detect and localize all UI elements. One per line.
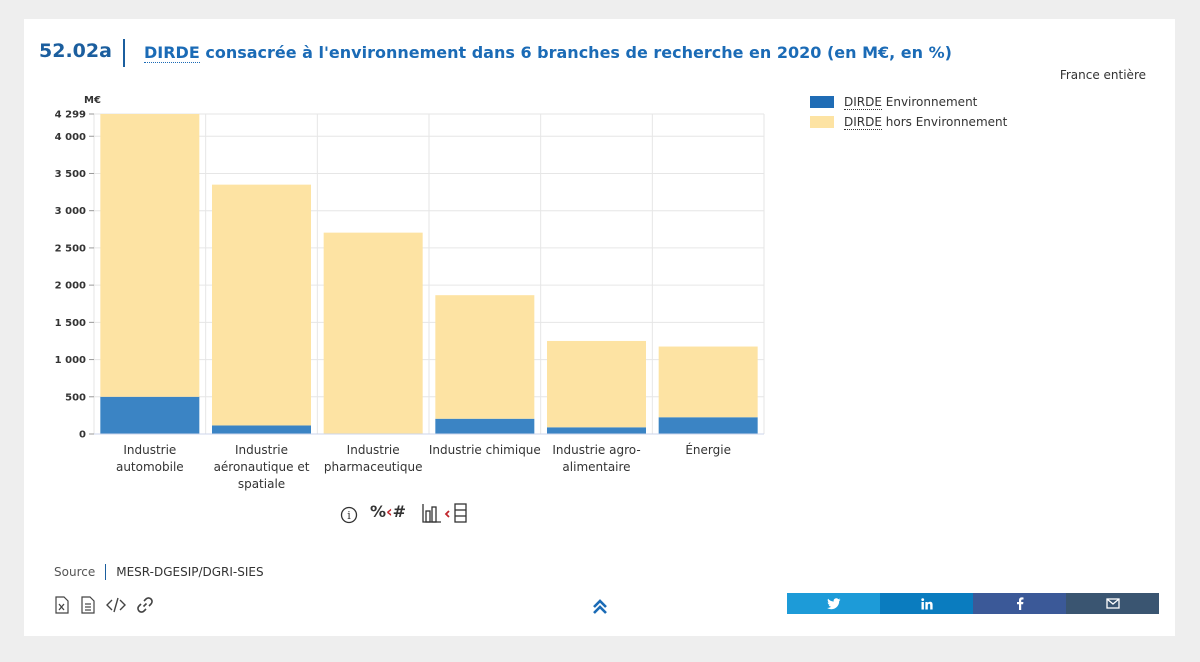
legend: DIRDE Environnement DIRDE hors Environne… (810, 92, 1007, 132)
table-icon (454, 503, 467, 523)
embed-code-icon[interactable] (106, 596, 126, 614)
figure-number: 52.02a (39, 40, 112, 62)
bar-hors-environnement (323, 232, 423, 434)
bar-hors-environnement (100, 114, 200, 397)
facebook-icon (1016, 597, 1023, 610)
svg-text:i: i (347, 509, 351, 522)
scroll-to-top-icon[interactable] (589, 596, 611, 618)
x-tick-label: Industrie chimique (429, 443, 541, 457)
legend-label-hors-environnement: DIRDE hors Environnement (844, 115, 1008, 130)
percent-number-toggle[interactable]: %‹# (370, 502, 406, 521)
x-tick-label: pharmaceutique (324, 460, 423, 474)
y-tick-label: 0 (79, 430, 86, 441)
mail-icon (1105, 598, 1120, 609)
twitter-icon (826, 597, 840, 609)
bar-hors-environnement (212, 184, 311, 426)
x-tick-label: Industrie (123, 443, 176, 457)
toggle-arrow-icon (444, 510, 450, 518)
percent-label: % (370, 502, 387, 521)
link-icon[interactable] (136, 596, 154, 614)
legend-swatch-hors-environnement (810, 116, 834, 128)
x-tick-label: automobile (116, 460, 184, 474)
twitter-share-button[interactable] (787, 593, 880, 614)
y-tick-label: 3 000 (55, 206, 86, 217)
chart-table-toggle-svg (422, 503, 467, 523)
linkedin-icon (920, 597, 933, 609)
legend-label-environnement: DIRDE Environnement (844, 95, 978, 110)
linkedin-share-button[interactable] (880, 593, 973, 614)
bar-environnement (658, 417, 758, 434)
bar-chart: 0 500 1 000 1 500 2 000 2 500 3 000 3 500 4 000 4… (55, 95, 765, 491)
y-tick-label: 500 (65, 392, 86, 403)
info-icon[interactable]: i (340, 506, 358, 528)
bar-environnement (100, 396, 200, 434)
chart-table-toggle[interactable] (422, 503, 472, 527)
source-value: MESR-DGESIP/DGRI-SIES (116, 565, 264, 579)
bar-environnement (212, 425, 311, 434)
x-tick-label: Industrie (347, 443, 400, 457)
legend-item-environnement[interactable]: DIRDE Environnement (810, 92, 1007, 112)
x-tick-label: alimentaire (562, 460, 630, 474)
source-separator (105, 564, 107, 580)
x-tick-label: Industrie (235, 443, 288, 457)
share-bar (787, 593, 1159, 614)
facebook-share-button[interactable] (973, 593, 1066, 614)
title-text: consacrée à l'environnement dans 6 branc… (199, 43, 952, 62)
y-tick-label: 4 299 (55, 110, 86, 121)
y-tick-label: 2 000 (55, 281, 86, 292)
source-label: Source (54, 565, 96, 579)
source: Source MESR-DGESIP/DGRI-SIES (54, 564, 264, 580)
title-separator (123, 39, 125, 67)
excel-file-icon[interactable] (54, 596, 70, 614)
legend-swatch-environnement (810, 96, 834, 108)
x-tick-label: spatiale (238, 477, 285, 491)
download-icons (54, 596, 154, 614)
y-tick-label: 4 000 (55, 132, 86, 143)
x-tick-label: Énergie (685, 442, 731, 457)
info-icon-svg: i (340, 506, 358, 524)
number-label: # (392, 502, 407, 521)
bar-environnement (435, 418, 535, 434)
y-tick-label: 1 000 (55, 355, 86, 366)
legend-item-hors-environnement[interactable]: DIRDE hors Environnement (810, 112, 1007, 132)
bar-chart-icon (422, 504, 441, 523)
bar-hors-environnement (658, 346, 758, 418)
email-share-button[interactable] (1066, 593, 1159, 614)
bar-hors-environnement (547, 340, 646, 428)
y-tick-label: 2 500 (55, 243, 86, 254)
document-file-icon[interactable] (80, 596, 96, 614)
bar-hors-environnement (435, 295, 535, 419)
title-abbreviation[interactable]: DIRDE (144, 43, 200, 63)
chart-card: 52.02a DIRDE consacrée à l'environnement… (24, 19, 1175, 636)
x-tick-label: Industrie agro- (552, 443, 640, 457)
y-axis-label: M€ (84, 95, 101, 106)
bar-environnement (547, 427, 646, 434)
scope-label: France entière (1059, 68, 1146, 82)
toggle-arrow-icon: ‹ (386, 502, 393, 521)
y-tick-label: 3 500 (55, 169, 86, 180)
chart-title: DIRDE consacrée à l'environnement dans 6… (144, 43, 952, 63)
y-tick-label: 1 500 (55, 318, 86, 329)
x-tick-label: aéronautique et (214, 460, 310, 474)
